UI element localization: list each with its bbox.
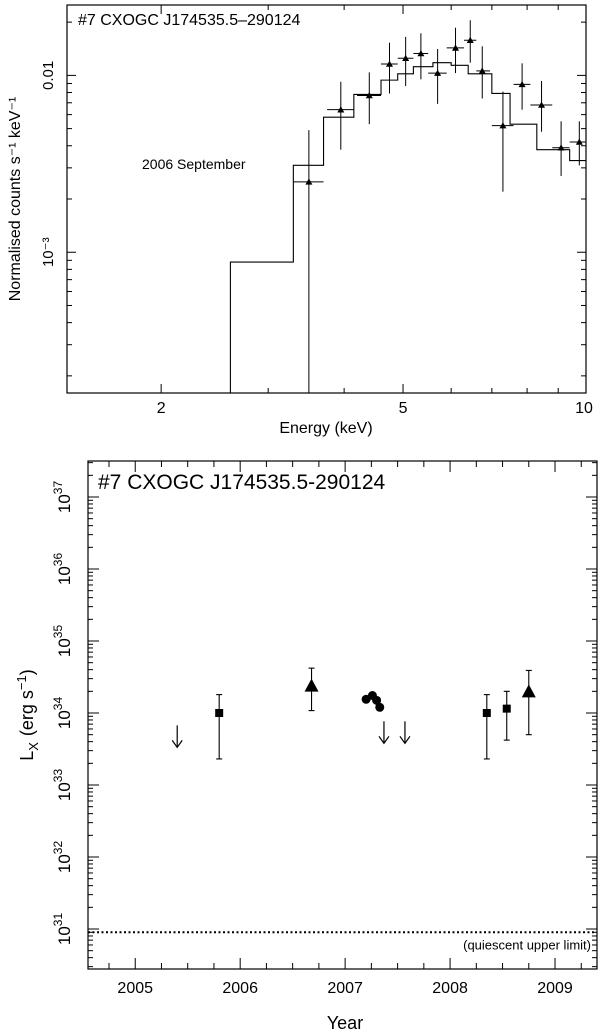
lightcurve-y-tick-label: 1033 — [51, 769, 74, 802]
spectrum-data-point — [337, 106, 345, 113]
lightcurve-x-tick-label: 2005 — [117, 980, 153, 997]
y-tick-base: 10 — [55, 782, 74, 801]
lightcurve-y-tick-label: 1037 — [51, 481, 74, 514]
spectrum-x-tick-label: 10 — [575, 400, 593, 417]
spectrum-data-point — [434, 69, 442, 76]
lightcurve-x-axis-label: Year — [327, 1013, 363, 1033]
spectrum-data-point — [557, 144, 565, 151]
y-tick-base: 10 — [55, 494, 74, 513]
spectrum-data-point — [575, 138, 583, 145]
spectrum-data-point — [518, 80, 526, 88]
spectrum-ticks: 2 5 10 0.01 10⁻³ — [40, 5, 593, 417]
lightcurve-y-axis-label: LX (erg s−1) — [14, 669, 41, 761]
lightcurve-y-tick-label: 1031 — [51, 913, 74, 946]
y-tick-exponent: 35 — [51, 625, 65, 639]
spectrum-x-axis-label: Energy (keV) — [279, 420, 372, 437]
upper-limit-arrow-head — [171, 740, 183, 749]
y-tick-exponent: 31 — [51, 913, 65, 927]
spectrum-data-point — [538, 101, 546, 108]
spectrum-title: #7 CXOGC J174535.5–290124 — [78, 12, 300, 29]
circle-marker — [375, 702, 385, 712]
spectrum-model — [229, 62, 586, 393]
spectrum-data-point — [402, 54, 410, 62]
square-marker — [215, 709, 224, 717]
spectrum-data-point — [466, 36, 474, 44]
spectrum-data-point — [499, 122, 507, 129]
lightcurve-y-label-units-sup: −1 — [14, 675, 29, 690]
spectrum-y-tick-label: 10⁻³ — [40, 237, 57, 267]
y-tick-exponent: 32 — [51, 841, 65, 855]
spectrum-data-points — [293, 20, 586, 393]
spectrum-frame — [66, 4, 587, 394]
spectrum-annotation: 2006 September — [142, 156, 246, 172]
triangle-marker — [304, 678, 319, 692]
triangle-marker — [521, 684, 536, 698]
spectrum-data-point — [305, 178, 313, 185]
quiescent-label: (quiescent upper limit) — [463, 937, 591, 952]
lightcurve-ticks: 2005 2006 2007 2008 200910311032103310341035… — [51, 461, 597, 997]
spectrum-panel: #7 CXOGC J174535.5–290124 2006 September… — [7, 4, 593, 437]
lightcurve-y-tick-label: 1032 — [51, 841, 74, 874]
lightcurve-x-tick-label: 2009 — [537, 980, 573, 997]
lightcurve-y-label-units-close: ) — [17, 669, 37, 675]
quiescent-reference: (quiescent upper limit) — [88, 931, 597, 952]
lightcurve-title: #7 CXOGC J174535.5-290124 — [98, 471, 386, 494]
y-tick-base: 10 — [55, 566, 74, 585]
lightcurve-y-label-main: L — [17, 751, 37, 761]
lightcurve-y-label-sub: X — [26, 742, 41, 751]
spectrum-data-point — [417, 49, 425, 57]
spectrum-data-point — [452, 44, 460, 51]
lightcurve-y-label-units: (erg s — [17, 690, 37, 736]
lightcurve-x-tick-label: 2007 — [327, 980, 363, 997]
y-tick-exponent: 36 — [51, 553, 65, 567]
circle-marker — [372, 695, 382, 705]
spectrum-x-tick-label: 2 — [157, 400, 166, 417]
spectrum-y-tick-label: 0.01 — [40, 61, 57, 90]
y-tick-base: 10 — [55, 710, 74, 729]
y-tick-exponent: 33 — [51, 769, 65, 783]
lightcurve-x-tick-label: 2008 — [432, 980, 468, 997]
upper-limit-arrow-head — [378, 735, 390, 745]
lightcurve-x-tick-label: 2006 — [222, 980, 258, 997]
lightcurve-data-points — [171, 667, 536, 760]
y-tick-exponent: 34 — [51, 697, 65, 711]
y-tick-base: 10 — [55, 854, 74, 873]
spectrum-data-point — [478, 67, 486, 74]
y-tick-base: 10 — [55, 638, 74, 657]
y-tick-base: 10 — [55, 926, 74, 945]
square-marker — [502, 704, 511, 713]
spectrum-data-point — [385, 60, 393, 67]
y-tick-exponent: 37 — [51, 481, 65, 495]
lightcurve-panel: #7 CXOGC J174535.5-290124 Year LX (erg s−… — [14, 460, 598, 1033]
lightcurve-y-tick-label: 1036 — [51, 553, 74, 586]
spectrum-x-tick-label: 5 — [399, 400, 408, 417]
spectrum-model-line — [229, 62, 586, 393]
lightcurve-y-tick-label: 1035 — [51, 625, 74, 658]
upper-limit-arrow-head — [399, 735, 411, 745]
spectrum-y-axis-label: Normalised counts s⁻¹ keV⁻¹ — [7, 97, 24, 302]
square-marker — [482, 709, 491, 717]
lightcurve-y-tick-label: 1034 — [51, 697, 74, 730]
spectrum-data-point — [365, 91, 373, 99]
lightcurve-frame — [87, 460, 598, 970]
